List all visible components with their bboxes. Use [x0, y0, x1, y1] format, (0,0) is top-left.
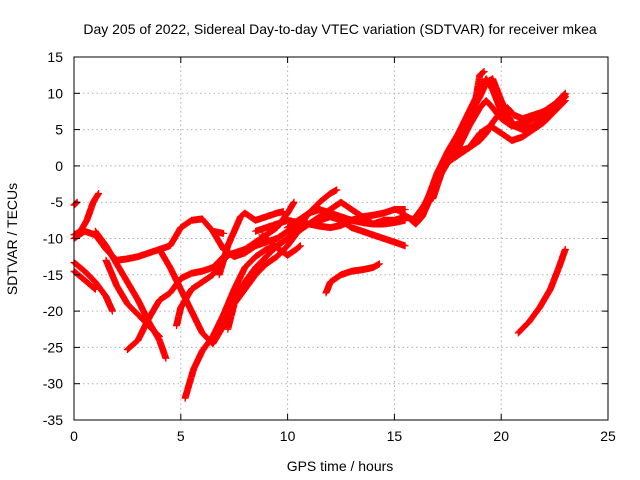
series-arc-25	[514, 245, 569, 337]
x-tick-label: 15	[387, 428, 403, 444]
y-tick-label: -15	[43, 267, 63, 283]
grid	[74, 57, 608, 420]
series-arc-18	[322, 260, 383, 297]
data-points	[514, 245, 569, 337]
data-points	[437, 68, 488, 173]
y-tick-label: -20	[43, 303, 63, 319]
y-tick-label: -5	[51, 194, 64, 210]
y-tick-label: 10	[47, 85, 63, 101]
x-axis-label: GPS time / hours	[287, 458, 394, 474]
data-points	[284, 206, 409, 232]
y-axis-label: SDTVAR / TECUs	[4, 183, 20, 295]
y-tick-label: -35	[43, 412, 63, 428]
y-tick-label: 5	[55, 122, 63, 138]
data-points	[252, 198, 409, 235]
x-tick-label: 0	[70, 428, 78, 444]
data-points	[258, 231, 304, 259]
data-points	[322, 260, 383, 297]
axis-ticks: 0 5 10 15 20 25 -35 -30 -25 -20 -15 -10 -5 0 5 10 15	[43, 49, 616, 444]
y-tick-label: -10	[43, 231, 63, 247]
series-arc-24	[437, 68, 488, 173]
y-tick-label: -25	[43, 339, 63, 355]
x-tick-label: 25	[600, 428, 616, 444]
y-tick-label: -30	[43, 376, 63, 392]
series-layer	[70, 68, 569, 402]
series-arc-15	[258, 231, 304, 259]
series-arc-16	[252, 198, 409, 235]
y-tick-label: 0	[55, 158, 63, 174]
chart-title: Day 205 of 2022, Sidereal Day-to-day VTE…	[83, 21, 596, 37]
x-tick-label: 10	[280, 428, 296, 444]
x-tick-label: 20	[493, 428, 509, 444]
x-tick-label: 5	[177, 428, 185, 444]
y-tick-label: 15	[47, 49, 63, 65]
series-arc-17	[284, 206, 409, 232]
